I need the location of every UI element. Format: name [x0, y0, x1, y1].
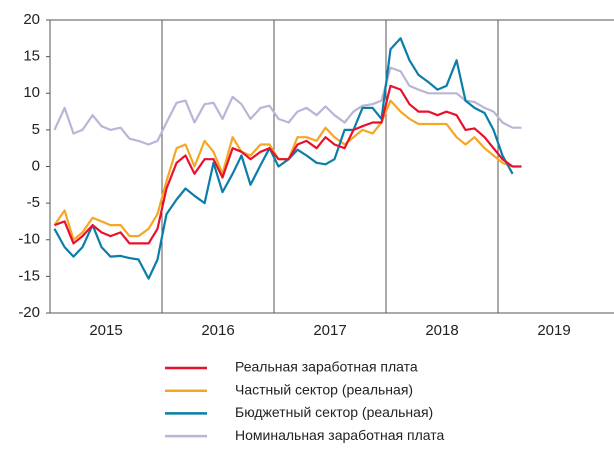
legend-label: Частный сектор (реальная)	[235, 381, 413, 397]
x-tick-label: 2016	[201, 322, 234, 339]
x-tick-label: 2015	[89, 322, 122, 339]
y-tick-label: 10	[23, 84, 40, 101]
y-tick-label: -10	[18, 231, 40, 248]
series-line	[53, 37, 514, 280]
x-tick-label: 2019	[537, 322, 570, 339]
y-tick-label: -20	[18, 304, 40, 321]
y-tick-label: 5	[32, 121, 40, 138]
legend-label: Бюджетный сектор (реальная)	[235, 404, 433, 420]
y-tick-label: 20	[23, 11, 40, 28]
series-line	[53, 66, 522, 146]
x-tick-label: 2018	[425, 322, 458, 339]
legend-label: Реальная заработная плата	[235, 359, 418, 375]
y-tick-label: -15	[18, 267, 40, 284]
series-line	[54, 84, 522, 245]
y-tick-label: 0	[32, 157, 40, 174]
y-tick-label: -5	[27, 194, 40, 211]
legend-label: Номинальная заработная плата	[235, 427, 444, 443]
y-tick-label: 15	[23, 48, 40, 65]
x-tick-label: 2017	[313, 322, 346, 339]
